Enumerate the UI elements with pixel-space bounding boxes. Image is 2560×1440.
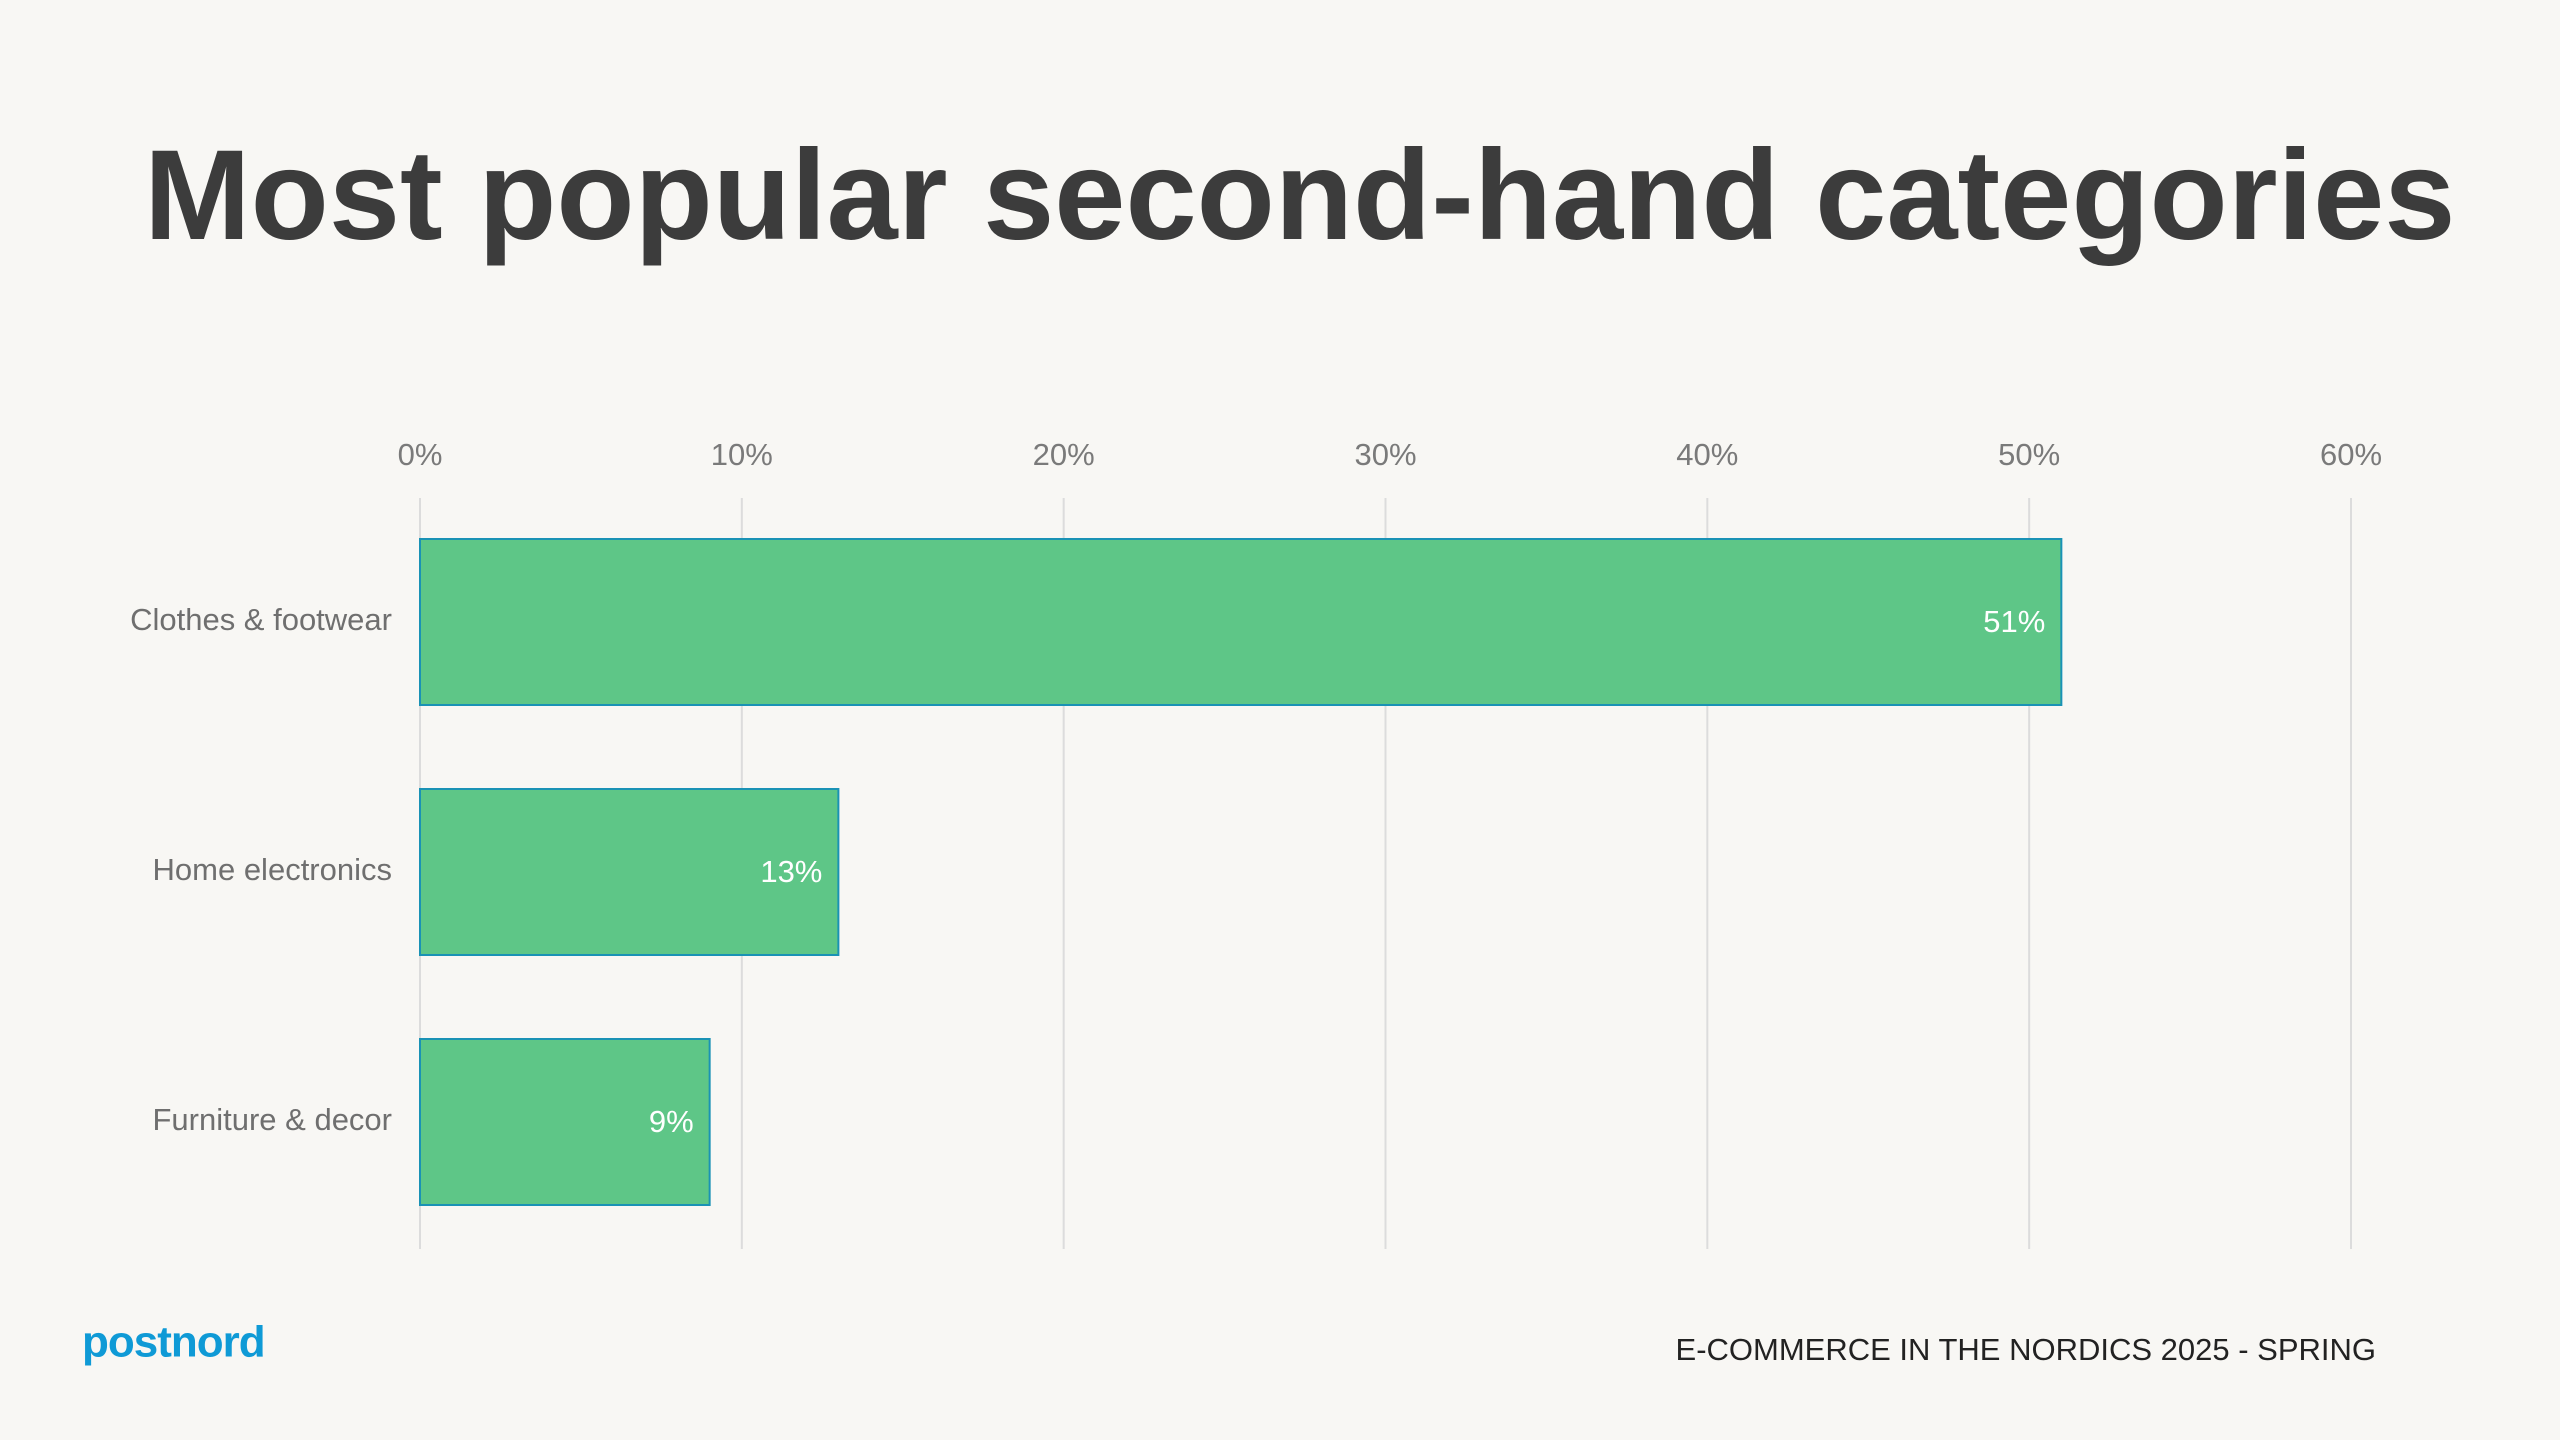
x-tick-label: 0% [398, 437, 443, 472]
x-tick-label: 40% [1676, 437, 1738, 472]
x-tick-label: 50% [1998, 437, 2060, 472]
brand-logo: postnord [82, 1318, 265, 1367]
chart-title: Most popular second-hand categories [144, 124, 2455, 267]
value-label: 51% [1983, 604, 2045, 639]
x-tick-label: 20% [1033, 437, 1095, 472]
bar [419, 1038, 711, 1206]
category-label: Furniture & decor [153, 1102, 393, 1137]
category-label: Home electronics [153, 852, 392, 887]
value-label: 13% [760, 854, 822, 889]
x-tick-label: 60% [2320, 437, 2382, 472]
footer: E-COMMERCE IN THE NORDICS 2025 - SPRING [1676, 1332, 2376, 1367]
bar [419, 788, 840, 956]
bar [419, 538, 2063, 706]
value-label: 9% [649, 1104, 694, 1139]
category-label: Clothes & footwear [130, 602, 392, 637]
x-tick-label: 10% [711, 437, 773, 472]
x-tick-label: 30% [1354, 437, 1416, 472]
